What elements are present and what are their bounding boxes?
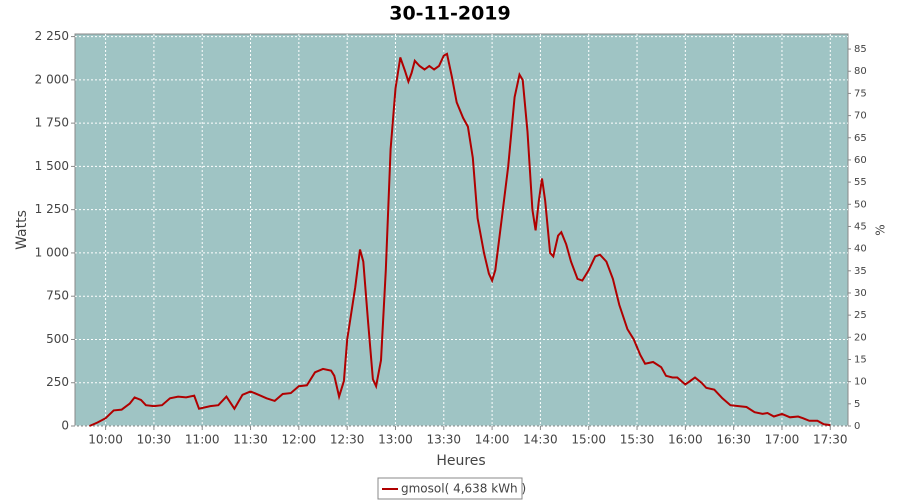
y2-tick-label: 70 bbox=[854, 111, 867, 122]
y2-tick-label: 40 bbox=[854, 244, 867, 255]
y2-tick-label: 30 bbox=[854, 288, 867, 299]
x-tick-label: 13:30 bbox=[426, 433, 461, 447]
x-tick-label: 17:30 bbox=[813, 433, 848, 447]
x-tick-label: 15:30 bbox=[620, 433, 655, 447]
x-axis-label: Heures bbox=[436, 453, 485, 469]
x-tick-label: 10:00 bbox=[88, 433, 123, 447]
x-tick-label: 14:30 bbox=[523, 433, 558, 447]
y2-tick-label: 25 bbox=[854, 310, 867, 321]
x-tick-label: 12:30 bbox=[330, 433, 365, 447]
y2-tick-label: 35 bbox=[854, 266, 867, 277]
y-tick-label: 1 500 bbox=[35, 159, 69, 173]
y-tick-label: 1 250 bbox=[35, 202, 69, 216]
x-tick-label: 13:00 bbox=[378, 433, 413, 447]
y-tick-label: 750 bbox=[46, 289, 69, 303]
legend-label: gmosol( 4,638 kWh ) bbox=[401, 482, 526, 496]
legend bbox=[377, 477, 523, 500]
x-tick-label: 17:00 bbox=[765, 433, 800, 447]
x-tick-label: 16:00 bbox=[668, 433, 703, 447]
y2-tick-label: 75 bbox=[854, 88, 867, 99]
x-tick-label: 15:00 bbox=[571, 433, 606, 447]
y2-axis-label: % bbox=[874, 224, 888, 235]
y-tick-label: 0 bbox=[61, 419, 69, 433]
y-tick-label: 2 250 bbox=[35, 29, 69, 43]
y2-tick-label: 5 bbox=[854, 399, 860, 410]
x-tick-label: 16:30 bbox=[716, 433, 751, 447]
y2-tick-label: 60 bbox=[854, 155, 867, 166]
y-tick-label: 1 000 bbox=[35, 245, 69, 259]
plot-area bbox=[74, 33, 849, 427]
y2-tick-label: 0 bbox=[854, 421, 860, 432]
data-line bbox=[89, 52, 831, 427]
y2-tick-label: 80 bbox=[854, 66, 867, 77]
y-tick-label: 1 750 bbox=[35, 116, 69, 130]
y-tick-label: 250 bbox=[46, 375, 69, 389]
y2-tick-label: 50 bbox=[854, 199, 867, 210]
y2-tick-label: 10 bbox=[854, 377, 867, 388]
x-tick-label: 10:30 bbox=[137, 433, 172, 447]
y-tick-label: 500 bbox=[46, 332, 69, 346]
x-tick-label: 11:00 bbox=[185, 433, 220, 447]
x-tick-label: 14:00 bbox=[475, 433, 510, 447]
x-tick-label: 11:30 bbox=[233, 433, 268, 447]
chart-title: 30-11-2019 bbox=[389, 3, 511, 25]
y2-tick-label: 55 bbox=[854, 177, 867, 188]
y2-tick-label: 65 bbox=[854, 133, 867, 144]
y2-tick-label: 45 bbox=[854, 221, 867, 232]
y-axis-label: Watts bbox=[14, 210, 30, 250]
y2-tick-label: 20 bbox=[854, 332, 867, 343]
x-tick-label: 12:00 bbox=[282, 433, 317, 447]
y2-tick-label: 85 bbox=[854, 44, 867, 55]
y2-tick-label: 15 bbox=[854, 354, 867, 365]
y-tick-label: 2 000 bbox=[35, 72, 69, 86]
